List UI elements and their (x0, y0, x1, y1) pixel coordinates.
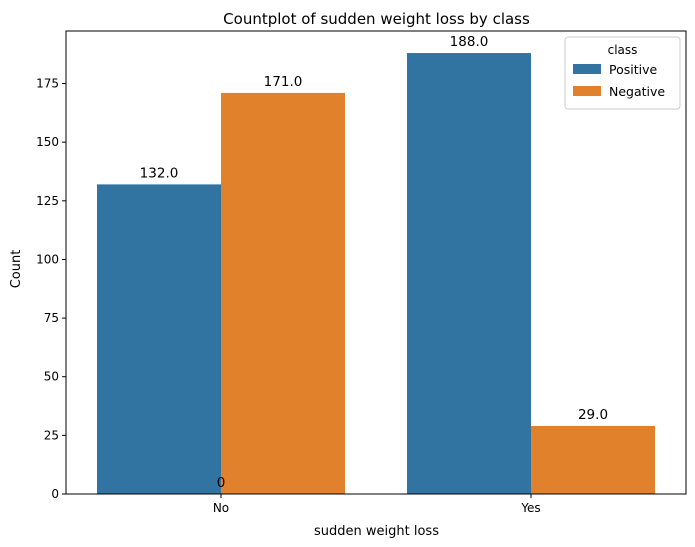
y-tick-label: 150 (36, 135, 59, 149)
y-tick-label: 0 (51, 487, 59, 501)
y-tick-label: 100 (36, 252, 59, 266)
zero-annotation: 0 (217, 475, 226, 491)
legend: class Positive Negative (564, 36, 681, 110)
legend-label-positive: Positive (609, 62, 657, 77)
x-tick-label: No (213, 501, 229, 515)
y-axis-label: Count (9, 250, 24, 289)
y-tick-label: 125 (36, 194, 59, 208)
y-tick-label: 25 (44, 428, 59, 442)
y-tick-label: 50 (44, 370, 59, 384)
legend-swatch-negative (573, 86, 601, 96)
legend-label-negative: Negative (609, 84, 665, 99)
legend-swatch-positive (573, 64, 601, 74)
chart-title: Countplot of sudden weight loss by class (223, 10, 530, 28)
plot-frame (65, 30, 687, 495)
y-tick-label: 75 (44, 311, 59, 325)
bar-negative-no (221, 92, 345, 495)
bar-positive-no (97, 184, 221, 494)
data-label: 132.0 (140, 165, 179, 181)
legend-title: class (608, 43, 638, 57)
y-tick-label: 175 (36, 77, 59, 91)
bar-negative-yes (531, 425, 655, 494)
data-label: 171.0 (264, 74, 303, 90)
x-axis-label: sudden weight loss (314, 524, 439, 539)
data-label: 188.0 (450, 34, 489, 50)
data-label: 29.0 (578, 407, 608, 423)
x-tick-label: Yes (520, 501, 540, 515)
plot-area: 0 25 50 75 100 125 150 175 132.0 171.0 No 188.0 29.0… (36, 34, 655, 515)
bar-positive-yes (407, 53, 531, 495)
